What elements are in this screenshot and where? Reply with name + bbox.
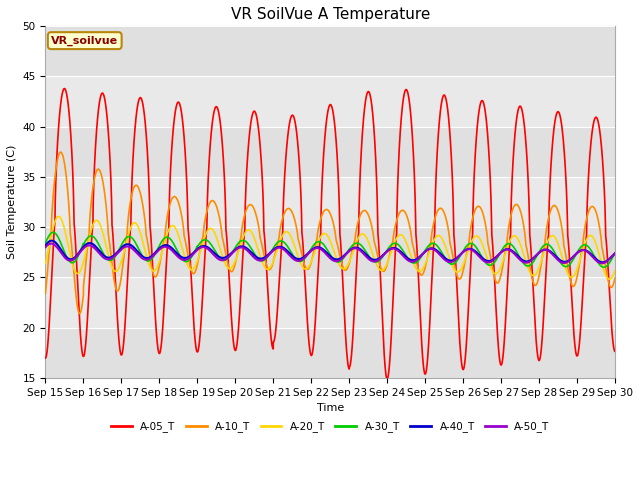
A-40_T (599, 259, 607, 265)
Bar (45, 177, 615, 227)
A-30_T (458, 250, 466, 256)
A-20_T (42, 260, 49, 266)
A-05_T (42, 355, 49, 361)
A-20_T (474, 234, 482, 240)
A-30_T (49, 229, 57, 235)
Line: A-10_T: A-10_T (45, 152, 615, 313)
A-05_T (458, 363, 466, 369)
A-50_T (598, 261, 606, 266)
A-50_T (611, 250, 619, 256)
A-05_T (611, 348, 619, 354)
A-30_T (588, 248, 595, 253)
A-05_T (236, 317, 243, 323)
A-30_T (611, 250, 619, 256)
A-30_T (474, 247, 482, 253)
A-40_T (458, 250, 466, 256)
A-05_T (580, 264, 588, 269)
Bar (45, 328, 615, 378)
A-05_T (383, 377, 391, 383)
Legend: A-05_T, A-10_T, A-20_T, A-30_T, A-40_T, A-50_T: A-05_T, A-10_T, A-20_T, A-30_T, A-40_T, … (107, 417, 554, 436)
A-10_T (580, 229, 588, 235)
A-05_T (588, 137, 595, 143)
A-40_T (42, 242, 49, 248)
A-20_T (605, 276, 613, 282)
A-20_T (55, 214, 63, 219)
A-10_T (76, 311, 83, 316)
A-30_T (311, 240, 319, 246)
Line: A-20_T: A-20_T (45, 216, 615, 279)
A-10_T (57, 149, 65, 155)
A-10_T (611, 275, 619, 281)
Text: VR_soilvue: VR_soilvue (51, 36, 118, 46)
A-50_T (580, 247, 588, 253)
A-30_T (42, 240, 49, 246)
A-40_T (611, 251, 619, 256)
A-50_T (236, 245, 243, 251)
A-50_T (311, 245, 319, 251)
A-50_T (588, 252, 595, 258)
A-40_T (580, 247, 588, 253)
A-30_T (236, 240, 243, 245)
A-50_T (47, 240, 55, 246)
A-20_T (236, 247, 243, 252)
A-10_T (236, 242, 243, 248)
A-40_T (311, 245, 319, 251)
A-20_T (588, 233, 595, 239)
A-20_T (458, 265, 466, 271)
A-20_T (580, 243, 588, 249)
A-20_T (311, 248, 319, 254)
A-40_T (48, 238, 56, 243)
A-10_T (311, 242, 319, 248)
Line: A-40_T: A-40_T (45, 240, 615, 262)
A-50_T (474, 252, 482, 258)
Bar (45, 127, 615, 177)
A-05_T (61, 85, 68, 91)
Bar (45, 76, 615, 127)
A-10_T (474, 204, 482, 209)
X-axis label: Time: Time (317, 403, 344, 413)
A-10_T (42, 290, 49, 296)
A-30_T (580, 242, 588, 248)
Bar (45, 277, 615, 328)
Y-axis label: Soil Temperature (C): Soil Temperature (C) (7, 145, 17, 259)
A-30_T (600, 264, 607, 270)
A-05_T (311, 322, 319, 327)
A-50_T (42, 244, 49, 250)
A-50_T (458, 250, 466, 256)
A-05_T (474, 116, 482, 122)
Bar (45, 26, 615, 76)
A-40_T (236, 244, 243, 250)
Line: A-30_T: A-30_T (45, 232, 615, 267)
Title: VR SoilVue A Temperature: VR SoilVue A Temperature (230, 7, 430, 22)
A-10_T (458, 272, 466, 278)
Bar (45, 227, 615, 277)
A-10_T (588, 204, 595, 210)
A-40_T (588, 252, 595, 257)
A-20_T (611, 267, 619, 273)
A-40_T (474, 251, 482, 257)
Line: A-05_T: A-05_T (45, 88, 615, 380)
Line: A-50_T: A-50_T (45, 243, 615, 264)
